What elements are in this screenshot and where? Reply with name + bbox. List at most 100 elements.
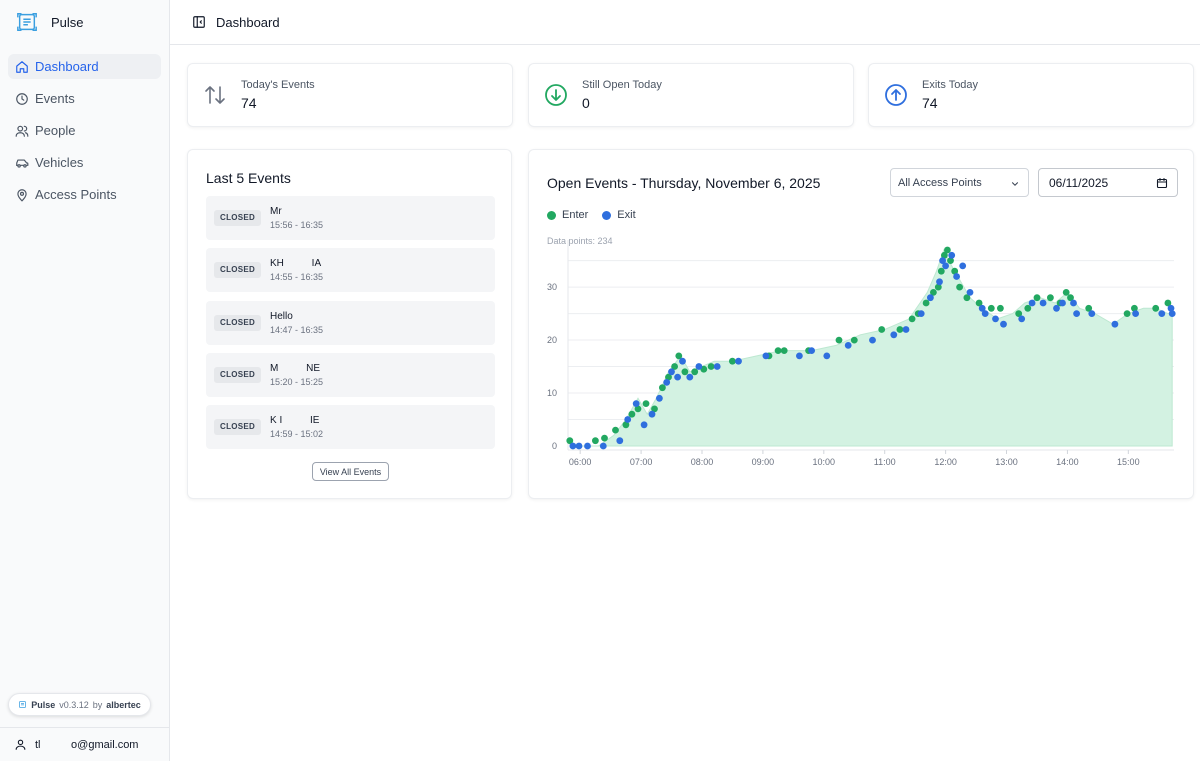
exit-point: [762, 352, 770, 360]
legend-item-exit[interactable]: Exit: [602, 209, 636, 221]
stat-value: 0: [582, 95, 590, 111]
enter-point: [1152, 304, 1160, 312]
event-item[interactable]: CLOSED M NE 15:20 - 15:25: [206, 353, 495, 397]
stat-card-still-open: Still Open Today 0: [528, 63, 854, 127]
exit-point: [927, 294, 934, 302]
brand[interactable]: Pulse: [0, 0, 169, 44]
calendar-icon[interactable]: [1156, 177, 1168, 189]
enter-point: [612, 426, 619, 434]
exit-point: [992, 315, 999, 323]
enter-point: [566, 437, 574, 445]
exit-point: [966, 289, 974, 296]
view-all-events-button[interactable]: View All Events: [312, 462, 389, 481]
sidebar-item-label: People: [35, 123, 76, 138]
exit-point: [569, 442, 577, 450]
date-input[interactable]: 06/11/2025: [1038, 168, 1178, 197]
enter-point: [634, 405, 642, 413]
exit-point: [844, 342, 852, 349]
enter-point: [975, 299, 983, 307]
sidebar-item-label: Vehicles: [35, 155, 84, 170]
exit-point: [808, 347, 815, 354]
chart-title: Open Events - Thursday, November 6, 2025: [547, 175, 821, 191]
enter-point: [947, 257, 954, 264]
y-tick-label: 20: [547, 335, 557, 345]
exit-point: [1132, 310, 1139, 317]
event-item[interactable]: CLOSED Mr 15:56 - 16:35: [206, 196, 495, 240]
enter-point: [671, 363, 678, 370]
event-time: 15:56 - 16:35: [270, 220, 324, 230]
page-title: Dashboard: [216, 14, 280, 30]
stat-label: Exits Today: [922, 79, 979, 91]
chart-legend: Enter Exit: [547, 209, 636, 221]
enter-point: [1085, 304, 1093, 312]
enter-point: [956, 283, 963, 291]
sidebar-item-vehicles[interactable]: Vehicles: [8, 150, 161, 175]
user-menu[interactable]: tl o@gmail.com: [0, 727, 169, 761]
event-time: 15:20 - 15:25: [270, 377, 324, 387]
version-by: by: [92, 699, 103, 710]
exit-point: [1018, 315, 1026, 323]
exit-point: [948, 251, 956, 259]
sidebar-item-label: Events: [35, 91, 75, 106]
sidebar-item-dashboard[interactable]: Dashboard: [8, 54, 161, 79]
access-point-select[interactable]: All Access Points: [890, 168, 1029, 197]
exit-point: [939, 257, 946, 264]
exit-point: [936, 278, 943, 286]
exit-point: [668, 368, 675, 376]
sidebar-nav: Dashboard Events People Vehicles Access …: [0, 54, 169, 207]
exit-point: [981, 310, 989, 317]
x-tick-label: 14:00: [1056, 457, 1079, 467]
x-tick-label: 06:00: [569, 457, 592, 467]
enter-point: [896, 326, 904, 333]
access-point-select-value: All Access Points: [898, 176, 982, 189]
exit-point: [1088, 310, 1096, 317]
exit-point: [1070, 299, 1077, 307]
exit-point: [674, 373, 681, 381]
enter-point: [922, 299, 930, 307]
status-badge: CLOSED: [214, 419, 262, 435]
sidebar-toggle-icon[interactable]: [192, 15, 206, 29]
status-badge: CLOSED: [214, 367, 262, 383]
exit-point: [953, 273, 960, 280]
enter-point: [1033, 294, 1041, 302]
enter-point: [1131, 304, 1138, 312]
enter-point: [1015, 310, 1023, 317]
version-number: v0.3.12: [59, 699, 89, 710]
clock-icon: [16, 92, 28, 105]
event-time: 14:59 - 15:02: [270, 429, 324, 439]
enter-point: [1067, 294, 1074, 302]
exit-point: [902, 326, 910, 333]
enter-point: [651, 405, 658, 413]
sidebar-item-events[interactable]: Events: [8, 86, 161, 111]
open-events-area: [569, 248, 1173, 447]
arrow-up-circle-icon: [885, 84, 907, 106]
exit-point: [632, 400, 640, 407]
event-item[interactable]: CLOSED KH IA 14:55 - 16:35: [206, 248, 495, 292]
enter-point: [835, 336, 843, 344]
arrow-down-circle-icon: [545, 84, 567, 106]
exit-point: [890, 331, 898, 339]
event-item[interactable]: CLOSED Hello 14:47 - 16:35: [206, 301, 495, 345]
exit-point: [917, 310, 925, 317]
legend-item-enter[interactable]: Enter: [547, 209, 588, 221]
arrows-up-down-icon: [205, 86, 225, 104]
status-badge: CLOSED: [214, 210, 262, 226]
car-icon: [16, 159, 29, 168]
sidebar-item-access-points[interactable]: Access Points: [8, 182, 161, 207]
stat-label: Today's Events: [241, 79, 315, 91]
stat-card-todays-events: Today's Events 74: [187, 63, 513, 127]
user-email: tl o@gmail.com: [35, 738, 139, 751]
exit-point: [1000, 320, 1007, 328]
legend-dot-exit: [602, 210, 612, 220]
sidebar-item-people[interactable]: People: [8, 118, 161, 143]
enter-point: [937, 267, 945, 275]
status-badge: CLOSED: [214, 262, 262, 278]
enter-point: [628, 410, 636, 418]
enter-point: [944, 246, 951, 254]
exit-point: [640, 421, 648, 429]
event-item[interactable]: CLOSED K I IE 14:59 - 15:02: [206, 405, 495, 449]
data-points-count: Data points: 234: [547, 236, 613, 246]
version-badge[interactable]: Pulse v0.3.12 by albertec: [8, 693, 151, 716]
enter-point: [1047, 294, 1054, 302]
exit-point: [713, 363, 721, 370]
